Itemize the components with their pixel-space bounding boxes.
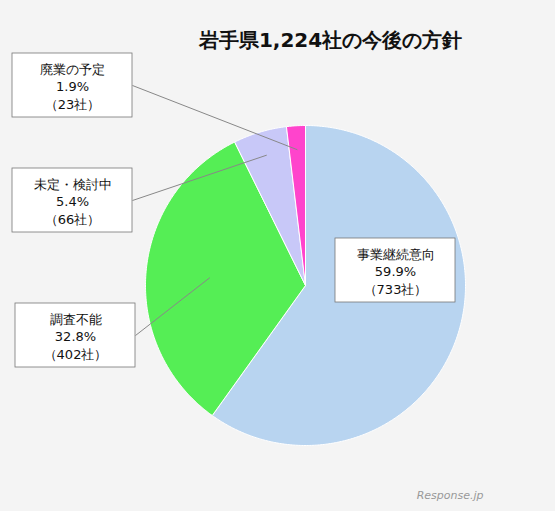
svg-text:事業継続意向59.9%（733社）: 事業継続意向59.9%（733社）: [357, 247, 435, 297]
svg-text:岩手県1,224社の今後の方針: 岩手県1,224社の今後の方針: [198, 28, 462, 52]
svg-text:Response.jp: Response.jp: [417, 489, 484, 502]
svg-text:廃業の予定1.9%（23社）: 廃業の予定1.9%（23社）: [40, 62, 105, 112]
svg-text:未定・検討中5.4%（66社）: 未定・検討中5.4%（66社）: [34, 177, 112, 227]
svg-text:調査不能32.8%（402社）: 調査不能32.8%（402社）: [44, 312, 108, 362]
